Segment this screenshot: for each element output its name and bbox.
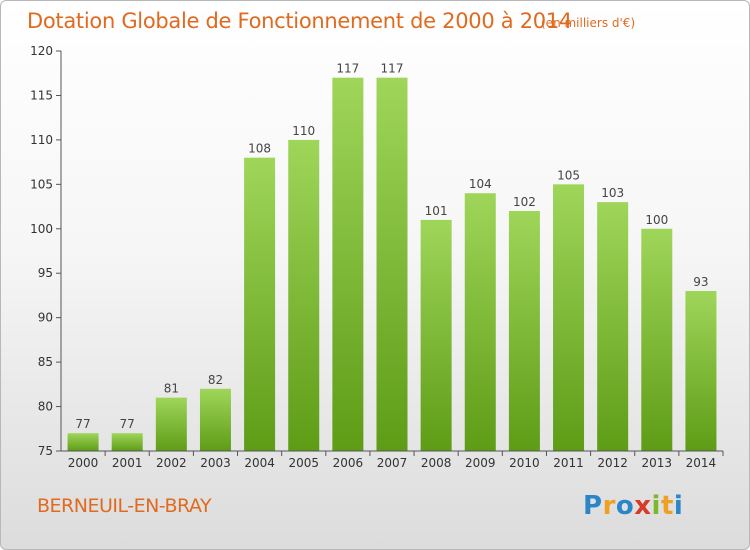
x-tick-label: 2001 [112, 456, 143, 470]
x-tick-label: 2009 [465, 456, 496, 470]
bar [508, 211, 540, 451]
y-tick-label: 100 [30, 222, 53, 236]
y-tick-label: 115 [30, 88, 53, 102]
bar-value-label: 103 [601, 186, 624, 200]
bar [111, 433, 143, 451]
bar-value-label: 101 [425, 204, 448, 218]
logo-letter: r [602, 491, 616, 521]
bar-value-label: 108 [248, 142, 271, 156]
bar [553, 184, 585, 452]
x-tick-label: 2005 [288, 456, 319, 470]
bar [376, 77, 408, 452]
chart-unit: (en milliers d'€) [541, 16, 636, 30]
bar-value-label: 93 [693, 275, 708, 289]
bar-value-label: 110 [292, 124, 315, 138]
bar-value-label: 117 [336, 62, 359, 76]
bar-value-label: 117 [381, 62, 404, 76]
bar-value-label: 81 [164, 382, 179, 396]
y-tick-label: 95 [38, 266, 53, 280]
x-tick-label: 2014 [686, 456, 717, 470]
x-tick-label: 2013 [642, 456, 673, 470]
chart-title: Dotation Globale de Fonctionnement de 20… [27, 9, 572, 33]
bar [420, 219, 452, 451]
y-tick-label: 90 [38, 311, 53, 325]
bar-value-label: 102 [513, 195, 536, 209]
bar [199, 388, 231, 451]
x-tick-label: 2006 [333, 456, 364, 470]
bar-value-label: 77 [120, 417, 135, 431]
bar [685, 291, 717, 451]
bar-value-label: 82 [208, 373, 223, 387]
y-tick-label: 75 [38, 444, 53, 458]
x-tick-label: 2002 [156, 456, 187, 470]
logo-letter: x [634, 491, 652, 521]
x-tick-label: 2004 [244, 456, 275, 470]
bar-value-label: 104 [469, 177, 492, 191]
bar [244, 157, 276, 451]
proxiti-logo: Proxiti [583, 491, 683, 521]
bar [597, 202, 629, 451]
logo-letter: o [615, 491, 635, 521]
logo-letter: t [660, 491, 674, 521]
bar-value-label: 77 [75, 417, 90, 431]
x-tick-label: 2010 [509, 456, 540, 470]
bar-value-label: 100 [645, 213, 668, 227]
town-name: BERNEUIL-EN-BRAY [37, 495, 212, 517]
bar [464, 193, 496, 451]
logo-letter: i [673, 491, 684, 521]
x-tick-label: 2008 [421, 456, 452, 470]
x-tick-label: 2011 [553, 456, 584, 470]
bar [288, 139, 320, 451]
y-tick-label: 120 [30, 44, 53, 58]
logo-letter: i [651, 491, 661, 521]
x-tick-label: 2007 [377, 456, 408, 470]
y-tick-label: 80 [38, 400, 53, 414]
bar [332, 77, 364, 452]
bar [155, 397, 187, 451]
y-tick-label: 85 [38, 355, 53, 369]
x-tick-label: 2012 [597, 456, 628, 470]
y-tick-label: 105 [30, 177, 53, 191]
bar-value-label: 105 [557, 168, 580, 182]
bar [641, 228, 673, 451]
bar [67, 433, 99, 451]
y-tick-label: 110 [30, 133, 53, 147]
x-tick-label: 2003 [200, 456, 231, 470]
x-tick-label: 2000 [68, 456, 99, 470]
logo-letter: P [583, 491, 603, 521]
